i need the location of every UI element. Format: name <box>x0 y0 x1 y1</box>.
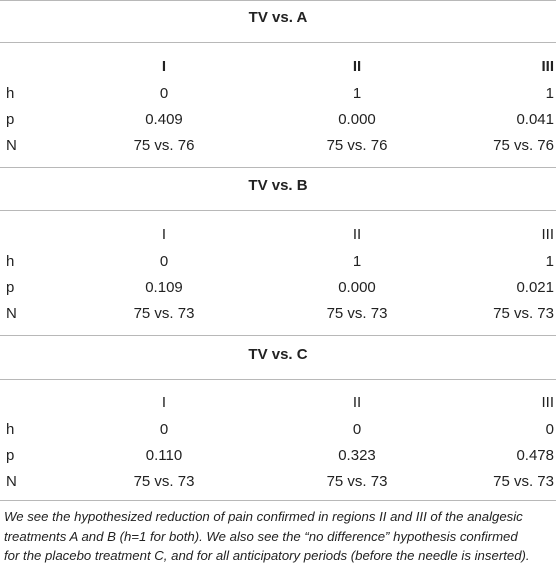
table-cell: 0.000 <box>338 111 376 128</box>
column-header-ii: II <box>352 58 362 75</box>
footnote-line: for the placebo treatment C, and for all… <box>4 548 530 563</box>
table-cell: 1 <box>545 85 554 102</box>
table-rule <box>0 0 556 1</box>
table-cell: 0 <box>159 85 169 102</box>
table-cell: 0 <box>159 421 169 438</box>
row-label-n: N <box>6 305 17 322</box>
table-cell: 0.478 <box>516 447 554 464</box>
table-rule <box>0 379 556 380</box>
table-footnote: We see the hypothesized reduction of pai… <box>4 507 556 566</box>
table-rule <box>0 210 556 211</box>
row-label-h: h <box>6 421 15 438</box>
column-header-ii: II <box>352 226 362 243</box>
table-rule <box>0 335 556 336</box>
column-header-i: I <box>161 394 167 411</box>
column-header-i: I <box>161 58 167 75</box>
row-label-p: p <box>6 111 15 128</box>
block-title-tv-vs-a: TV vs. A <box>248 9 308 26</box>
column-header-iii: III <box>541 394 554 411</box>
table-cell: 1 <box>352 253 362 270</box>
column-header-ii: II <box>352 394 362 411</box>
table-rule <box>0 500 556 501</box>
table-cell: 75 vs. 73 <box>133 305 195 322</box>
row-label-p: p <box>6 447 15 464</box>
table-cell: 0.021 <box>516 279 554 296</box>
row-label-n: N <box>6 137 17 154</box>
row-label-n: N <box>6 473 17 490</box>
table-cell: 0.109 <box>145 279 183 296</box>
table-cell: 0.041 <box>516 111 554 128</box>
table-cell: 75 vs. 73 <box>493 305 554 322</box>
table-rule <box>0 42 556 43</box>
block-title-tv-vs-b: TV vs. B <box>248 177 308 194</box>
column-header-iii: III <box>541 58 554 75</box>
table-cell: 75 vs. 76 <box>493 137 554 154</box>
table-cell: 75 vs. 73 <box>326 305 388 322</box>
table-cell: 0 <box>352 421 362 438</box>
table-cell: 75 vs. 76 <box>326 137 388 154</box>
table-cell: 75 vs. 73 <box>133 473 195 490</box>
column-header-i: I <box>161 226 167 243</box>
table-cell: 1 <box>352 85 362 102</box>
column-header-iii: III <box>541 226 554 243</box>
table-cell: 0.409 <box>145 111 183 128</box>
table-cell: 75 vs. 73 <box>326 473 388 490</box>
footnote-line: We see the hypothesized reduction of pai… <box>4 509 523 524</box>
table-cell: 0.323 <box>338 447 376 464</box>
row-label-h: h <box>6 253 15 270</box>
table-cell: 0 <box>159 253 169 270</box>
footnote-line: treatments A and B (h=1 for both). We al… <box>4 528 518 544</box>
table-cell: 0 <box>545 421 554 438</box>
row-label-p: p <box>6 279 15 296</box>
row-label-h: h <box>6 85 15 102</box>
table-cell: 75 vs. 76 <box>133 137 195 154</box>
table-cell: 0.000 <box>338 279 376 296</box>
table-cell: 0.110 <box>145 447 183 464</box>
block-title-tv-vs-c: TV vs. C <box>248 346 308 363</box>
table-cell: 75 vs. 73 <box>493 473 554 490</box>
table-cell: 1 <box>545 253 554 270</box>
table-rule <box>0 167 556 168</box>
